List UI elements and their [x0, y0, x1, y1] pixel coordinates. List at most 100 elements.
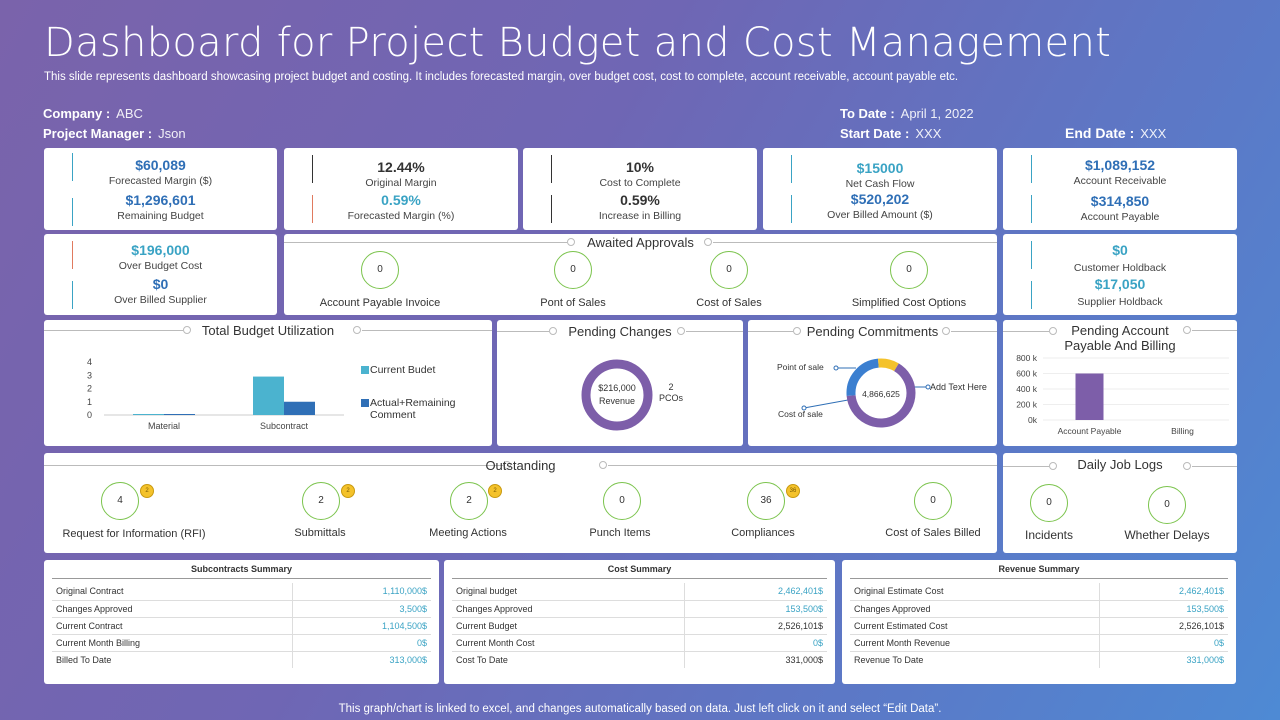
outstanding-label: Meeting Actions	[429, 527, 507, 539]
point-of-sale-label: Point of sale	[777, 362, 824, 372]
incidents-label: Incidents	[1024, 528, 1074, 542]
row-key: Current Budget	[452, 617, 685, 635]
x-tick-label: Billing	[1171, 426, 1194, 436]
approval-count: 0	[890, 251, 928, 289]
to-date-value: April 1, 2022	[900, 106, 974, 121]
accent-bar	[1031, 241, 1032, 269]
bar-material-current	[133, 414, 164, 415]
row-value: 0$	[291, 634, 431, 652]
original-margin-value: 12.44%	[377, 159, 425, 175]
rfi-badge: 2	[140, 484, 154, 498]
table-row: Original budget 2,462,401$	[452, 583, 827, 601]
row-key: Original Contract	[52, 583, 293, 601]
start-date-value: XXX	[915, 126, 942, 141]
cost-to-complete-value: 10%	[625, 159, 655, 175]
x-tick-label: Material	[148, 421, 180, 431]
table-row: Current Month Revenue 0$	[850, 634, 1228, 652]
kpi-card-holdback: $0 Customer Holdback $17,050 Supplier Ho…	[1003, 234, 1237, 315]
end-date-info: End Date : XXX	[1065, 125, 1166, 141]
over-billed-amount-label: Over Billed Amount ($)	[827, 209, 933, 221]
row-value: 331,000$	[683, 651, 827, 668]
row-value: 2,526,101$	[683, 617, 827, 635]
legend-swatch-current	[361, 366, 369, 374]
bar-subcontract-actual	[284, 401, 315, 415]
table-row: Changes Approved 3,500$	[52, 600, 431, 618]
table-row: Original Contract 1,110,000$	[52, 583, 431, 601]
table-title: Subcontracts Summary	[52, 560, 431, 579]
net-cash-flow-value: $15000	[856, 160, 904, 176]
pending-commitments-donut	[801, 358, 931, 428]
to-date-label: To Date :	[840, 106, 895, 121]
kpi-card-original-margin: 12.44% Original Margin 0.59% Forecasted …	[284, 148, 518, 230]
row-key: Billed To Date	[56, 654, 112, 665]
outstanding-label: Request for Information (RFI)	[62, 528, 206, 540]
revenue-label: Revenue	[598, 396, 636, 406]
company-value: ABC	[116, 106, 143, 121]
row-key: Original budget	[452, 583, 685, 601]
over-budget-cost-value: $196,000	[131, 242, 190, 258]
outstanding-label: Punch Items	[589, 527, 651, 539]
original-margin-label: Original Margin	[365, 177, 437, 189]
start-date-info: Start Date : XXX	[840, 126, 941, 141]
donut-center: $216,000 Revenue	[586, 382, 648, 408]
footer-note: This graph/chart is linked to excel, and…	[338, 703, 942, 715]
outstanding-count: 4	[101, 482, 139, 520]
y-tick-label: 3	[87, 370, 92, 380]
accent-bar	[1031, 195, 1032, 223]
accent-bar	[1031, 155, 1032, 183]
y-tick-label: 800 k	[1016, 353, 1038, 363]
delays-count: 0	[1148, 486, 1186, 524]
accent-bar	[791, 155, 792, 183]
approval-label: Simplified Cost Options	[851, 297, 967, 309]
project-manager-info: Project Manager : Json	[43, 126, 186, 141]
commitments-center-value: 4,866,625	[862, 389, 900, 399]
outstanding-count: 0	[603, 482, 641, 520]
legend-actual-label: Actual+Remaining Comment	[370, 397, 456, 421]
pending-changes-panel: Pending Changes $216,000 Revenue 2 PCOs	[497, 320, 743, 446]
supplier-holdback-label: Supplier Holdback	[1077, 296, 1163, 308]
table-row: Current Contract 1,104,500$	[52, 617, 431, 635]
start-date-label: Start Date :	[840, 126, 910, 141]
x-tick-label: Subcontract	[260, 421, 309, 431]
customer-holdback-value: $0	[1112, 242, 1128, 258]
outstanding-label: Compliances	[731, 527, 795, 539]
account-payable-value: $314,850	[1090, 193, 1150, 209]
table-title: Revenue Summary	[850, 560, 1228, 579]
cost-sale-leader	[803, 399, 849, 409]
y-tick-label: 400 k	[1016, 384, 1038, 394]
table-row: Original Estimate Cost 2,462,401$	[850, 583, 1228, 601]
legend-current-label: Current Budet	[370, 364, 436, 376]
accent-bar	[312, 155, 313, 183]
table-row: Billed To Date 313,000$	[52, 651, 431, 668]
accent-bar	[551, 155, 552, 183]
cost-of-sale-label: Cost of sale	[778, 409, 823, 419]
payable-billing-title: Pending Account Payable And Billing	[1064, 323, 1176, 353]
accent-bar	[312, 195, 313, 223]
pending-changes-donut	[581, 359, 653, 431]
bar-material-actual	[164, 414, 195, 415]
daily-job-logs-panel: Daily Job Logs 0 Incidents 0 Whether Del…	[1003, 453, 1237, 553]
outstanding-count: 2	[302, 482, 340, 520]
row-value: 2,526,101$	[1099, 617, 1228, 635]
accent-bar	[72, 153, 73, 181]
pending-commitments-title: Pending Commitments	[806, 324, 939, 339]
customer-holdback-label: Customer Holdback	[1073, 262, 1167, 274]
y-tick-label: 200 k	[1016, 400, 1038, 410]
over-billed-supplier-value: $0	[152, 276, 169, 292]
row-value: 0$	[1099, 634, 1228, 652]
row-value: 0$	[683, 634, 827, 652]
row-key: Cost To Date	[456, 654, 508, 665]
account-payable-label: Account Payable	[1080, 211, 1160, 223]
outstanding-count: 0	[914, 482, 952, 520]
outstanding-label: Cost of Sales Billed	[885, 527, 981, 539]
outstanding-label: Submittals	[294, 527, 346, 539]
forecasted-margin-pct-label: Forecasted Margin (%)	[347, 210, 455, 222]
approval-count: 0	[710, 251, 748, 289]
row-value: 3,500$	[291, 600, 431, 618]
bar-subcontract-current	[253, 376, 284, 415]
pco-info: 2 PCOs	[655, 382, 687, 404]
row-value: 1,110,000$	[291, 583, 431, 601]
pco-label: PCOs	[658, 393, 683, 403]
kpi-card-cash-flow: $15000 Net Cash Flow $520,202 Over Bille…	[763, 148, 997, 230]
x-tick-label: Account Payable	[1058, 426, 1122, 436]
